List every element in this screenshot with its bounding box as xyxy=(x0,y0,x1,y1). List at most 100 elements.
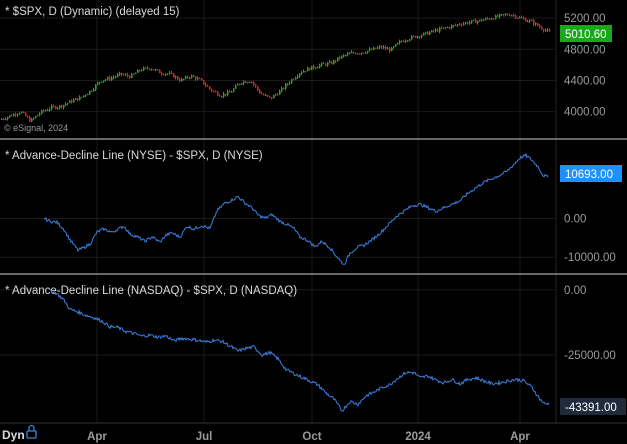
nyse-ad-panel[interactable]: * Advance-Decline Line (NYSE) - $SPX, D … xyxy=(5,150,622,265)
nasdaq-ad-line xyxy=(49,289,550,412)
candle-body xyxy=(211,89,213,92)
candle-body xyxy=(385,47,387,49)
x-tick-label: Jul xyxy=(196,431,213,443)
candle-body xyxy=(137,70,139,73)
candle-body xyxy=(433,30,435,32)
candle-body xyxy=(21,111,23,114)
candle-body xyxy=(193,75,195,77)
nyse-ad-line xyxy=(43,152,549,265)
candle-body xyxy=(401,41,403,43)
candle-body xyxy=(395,44,397,47)
candle-body xyxy=(109,77,111,80)
nasdaq-y-axis-ticks: 0.00 -25000.00 xyxy=(564,285,616,362)
candle-body xyxy=(425,32,427,34)
dynamic-mode-label[interactable]: Dyn xyxy=(2,428,25,442)
candle-body xyxy=(259,89,261,94)
candle-body xyxy=(205,84,207,86)
y-tick-label: 4000.00 xyxy=(564,107,606,119)
y-tick-label: -10000.00 xyxy=(564,252,616,264)
candle-body xyxy=(489,18,491,20)
candle-body xyxy=(465,22,467,24)
candle-body xyxy=(111,77,113,80)
candle-body xyxy=(441,27,443,29)
candle-body xyxy=(29,117,31,122)
candle-body xyxy=(267,95,269,97)
candle-body xyxy=(151,69,153,71)
candle-body xyxy=(369,49,371,51)
candle-body xyxy=(241,83,243,85)
candle-body xyxy=(509,15,511,17)
candle-body xyxy=(9,115,11,118)
candle-body xyxy=(127,74,129,77)
candle-body xyxy=(413,35,415,37)
candle-body xyxy=(479,19,481,22)
candle-body xyxy=(273,95,275,99)
candle-body xyxy=(421,35,423,38)
candle-body xyxy=(351,52,353,54)
candle-body xyxy=(249,81,251,83)
candle-body xyxy=(235,85,237,89)
candle-body xyxy=(295,77,297,80)
time-axis[interactable]: Apr Jul Oct 2024 Apr Dyn xyxy=(0,422,627,443)
candle-body xyxy=(119,72,121,75)
candle-body xyxy=(439,27,441,32)
candle-body xyxy=(247,82,249,84)
candle-body xyxy=(173,73,175,78)
candle-body xyxy=(339,57,341,59)
candle-body xyxy=(309,67,311,71)
candle-body xyxy=(367,50,369,53)
candle-body xyxy=(19,113,21,115)
candle-body xyxy=(81,96,83,98)
candle-body xyxy=(99,81,101,83)
candle-body xyxy=(511,15,513,17)
candle-body xyxy=(317,67,319,69)
candle-body xyxy=(313,65,315,69)
spx-panel[interactable]: * $SPX, D (Dynamic) (delayed 15) 5200.00… xyxy=(1,6,612,133)
candle-body xyxy=(361,52,363,54)
candle-body xyxy=(79,96,81,101)
candle-body xyxy=(371,49,373,51)
esignal-watermark: © eSignal, 2024 xyxy=(4,123,68,133)
candle-body xyxy=(501,14,503,16)
candle-body xyxy=(69,100,71,104)
candle-body xyxy=(153,69,155,71)
x-tick-label: Oct xyxy=(302,431,321,443)
candle-body xyxy=(475,19,477,23)
y-tick-label: 0.00 xyxy=(564,214,586,226)
nasdaq-ad-panel[interactable]: * Advance-Decline Line (NASDAQ) - $SPX, … xyxy=(5,285,626,415)
candle-body xyxy=(25,112,27,117)
candle-body xyxy=(125,74,127,76)
lock-icon[interactable] xyxy=(26,424,37,439)
candle-body xyxy=(269,96,271,98)
candle-body xyxy=(115,76,117,78)
candle-body xyxy=(529,20,531,22)
candle-body xyxy=(195,76,197,80)
candle-body xyxy=(531,20,533,22)
time-axis-labels: Apr Jul Oct 2024 Apr xyxy=(87,431,530,443)
candle-body xyxy=(293,79,295,81)
y-tick-label: 4800.00 xyxy=(564,44,606,56)
candle-body xyxy=(95,84,97,90)
candle-body xyxy=(471,20,473,23)
candle-body xyxy=(147,67,149,69)
candle-body xyxy=(387,48,389,50)
candle-body xyxy=(469,22,471,24)
candle-body xyxy=(179,79,181,82)
candle-body xyxy=(393,46,395,48)
candle-body xyxy=(105,79,107,81)
candle-body xyxy=(59,105,61,108)
x-tick-label: 2024 xyxy=(405,431,431,443)
candle-body xyxy=(299,73,301,77)
nasdaq-last-value: -43391.00 xyxy=(565,402,617,414)
candle-body xyxy=(537,23,539,26)
candle-body xyxy=(377,47,379,49)
candle-body xyxy=(217,91,219,96)
candle-body xyxy=(349,52,351,54)
candle-body xyxy=(481,19,483,21)
candle-body xyxy=(321,63,323,65)
candle-body xyxy=(141,70,143,72)
candle-body xyxy=(57,107,59,109)
candle-body xyxy=(525,18,527,22)
